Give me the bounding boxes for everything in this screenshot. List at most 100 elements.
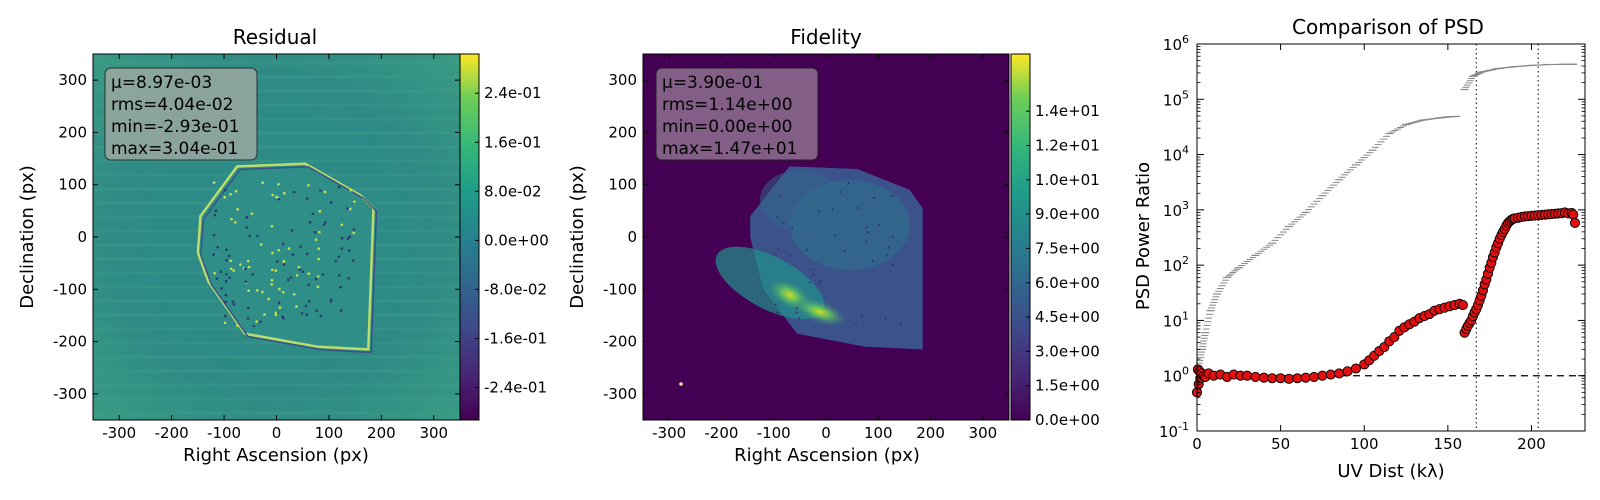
point-source [308, 221, 312, 224]
point-source [281, 242, 285, 246]
point-source [865, 226, 868, 229]
x-tick-label: 0 [1192, 435, 1202, 453]
point-source [213, 213, 217, 217]
point-source [346, 207, 349, 210]
fidelity-colorbar [1010, 53, 1031, 421]
point-source [224, 314, 227, 318]
point-source [278, 287, 281, 291]
point-source [270, 278, 274, 282]
point-source [282, 259, 286, 263]
point-source [834, 234, 837, 237]
point-source [340, 236, 344, 240]
point-source [340, 247, 344, 250]
point-source [234, 221, 237, 224]
colorbar-tick-label: 0.0e+00 [1035, 411, 1100, 429]
x-tick-label: 150 [1434, 435, 1463, 453]
colorbar-tick-label: 2.4e-01 [484, 84, 542, 102]
point-source [884, 318, 887, 321]
point-source [311, 212, 315, 216]
point-source [349, 207, 352, 211]
point-source [338, 274, 341, 277]
point-source [831, 208, 834, 211]
point-source [855, 323, 858, 326]
y-tick-label: 300 [58, 71, 87, 89]
red-point [1342, 366, 1353, 377]
point-source [263, 313, 266, 316]
point-source [287, 247, 291, 250]
point-source [891, 236, 894, 239]
colorbar-tick-label: 1.6e-01 [484, 133, 542, 151]
point-source [224, 272, 228, 276]
point-source [353, 200, 356, 203]
residual-stat-mean: μ=8.97e-03 [111, 73, 212, 93]
y-tick-label: -300 [53, 385, 87, 403]
point-source [774, 253, 777, 256]
red-point [1350, 363, 1361, 374]
point-source [300, 311, 304, 315]
point-source [245, 226, 249, 229]
fidelity-stats-box: μ=3.90e-01 rms=1.14e+00 min=0.00e+00 max… [655, 67, 819, 161]
colorbar-tick-label: 1.0e+01 [1035, 171, 1100, 189]
red-point [1569, 217, 1581, 228]
fidelity-x-ticks: -300 -200 -100 0 100 200 300 [652, 54, 997, 442]
point-source [235, 324, 239, 327]
residual-y-ticks: -300 -200 -100 0 100 200 300 [53, 71, 460, 403]
point-source [339, 309, 343, 312]
point-source [270, 282, 274, 286]
colorbar-tick-label: -2.4e-01 [484, 379, 547, 397]
point-source [795, 311, 798, 314]
point-source [323, 190, 327, 194]
point-source [212, 253, 215, 256]
x-tick-label: -200 [155, 424, 189, 442]
point-source [276, 260, 279, 263]
point-source [259, 243, 263, 246]
point-source [351, 259, 355, 262]
red-point [1275, 373, 1286, 384]
point-source [213, 271, 216, 275]
point-source [809, 268, 812, 271]
y-tick-label: -100 [53, 280, 87, 298]
point-source [774, 303, 777, 306]
point-source [247, 265, 251, 269]
y-tick-label: 100 [1163, 365, 1189, 386]
point-source [316, 285, 320, 289]
point-source [777, 248, 780, 251]
colorbar-tick-label: 1.5e+00 [1035, 377, 1100, 395]
point-source [295, 274, 299, 277]
residual-x-ticks: -300 -200 -100 0 100 200 300 [102, 54, 448, 442]
point-source [224, 279, 228, 283]
point-source [316, 275, 320, 278]
point-source [277, 301, 281, 305]
y-tick-label: 101 [1163, 309, 1189, 330]
red-point [1457, 299, 1468, 311]
point-source [348, 249, 351, 252]
colorbar-tick-label: 4.5e+00 [1035, 308, 1100, 326]
point-source [865, 240, 868, 243]
point-source [275, 195, 278, 198]
point-source [223, 188, 227, 192]
point-source [339, 285, 342, 289]
point-source [219, 270, 223, 274]
point-source [847, 182, 850, 185]
red-point [1300, 372, 1311, 383]
point-source [305, 197, 309, 200]
y-tick-label: 300 [608, 71, 637, 89]
red-point [1292, 373, 1303, 384]
colorbar-tick-label: 1.4e+01 [1035, 102, 1100, 120]
point-source [348, 235, 352, 238]
point-source [329, 298, 333, 302]
point-source [795, 307, 798, 310]
red-point [1242, 370, 1253, 381]
red-point [1250, 371, 1261, 382]
x-tick-label: 300 [969, 424, 998, 442]
point-source [229, 267, 233, 271]
y-tick-label: -300 [603, 385, 637, 403]
point-source [297, 265, 301, 269]
y-tick-label: -100 [603, 280, 637, 298]
fidelity-stat-max: max=1.47e+01 [662, 139, 797, 159]
point-source [782, 222, 785, 225]
psd-y-ticks: 10-1 100 101 102 103 104 105 106 [1159, 33, 1585, 441]
point-source [347, 277, 351, 280]
psd-plot-area [1197, 44, 1585, 431]
point-source [797, 317, 800, 320]
